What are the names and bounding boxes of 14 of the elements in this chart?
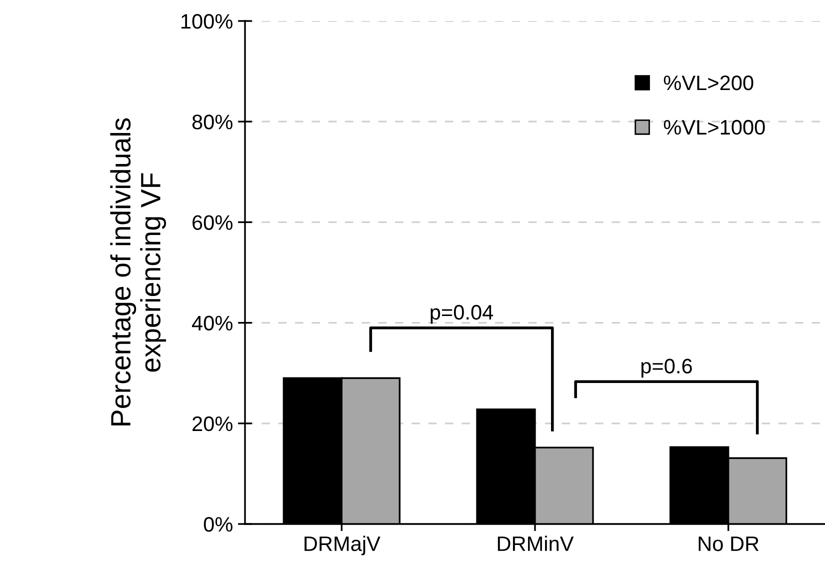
y-tick-label: 20% bbox=[192, 416, 232, 432]
y-axis-title: Percentage of individuals experiencing VF bbox=[110, 118, 166, 426]
y-tick-label: 60% bbox=[192, 215, 232, 230]
y-tick-label: 0% bbox=[204, 517, 232, 532]
annotation: p=0.04 bbox=[430, 304, 494, 324]
x-tick-label: DRMajV bbox=[304, 536, 380, 556]
x-tick-label: No DR bbox=[698, 536, 759, 552]
x-tick-label: DRMinV bbox=[498, 536, 574, 551]
annotation: p=0.6 bbox=[641, 358, 692, 378]
y-tick-label: 100% bbox=[182, 14, 232, 29]
legend-label: %VL>1000 bbox=[664, 120, 765, 135]
legend-label: %VL>200 bbox=[664, 76, 754, 90]
y-tick-label: 40% bbox=[192, 316, 232, 331]
y-tick-label: 80% bbox=[192, 114, 232, 130]
